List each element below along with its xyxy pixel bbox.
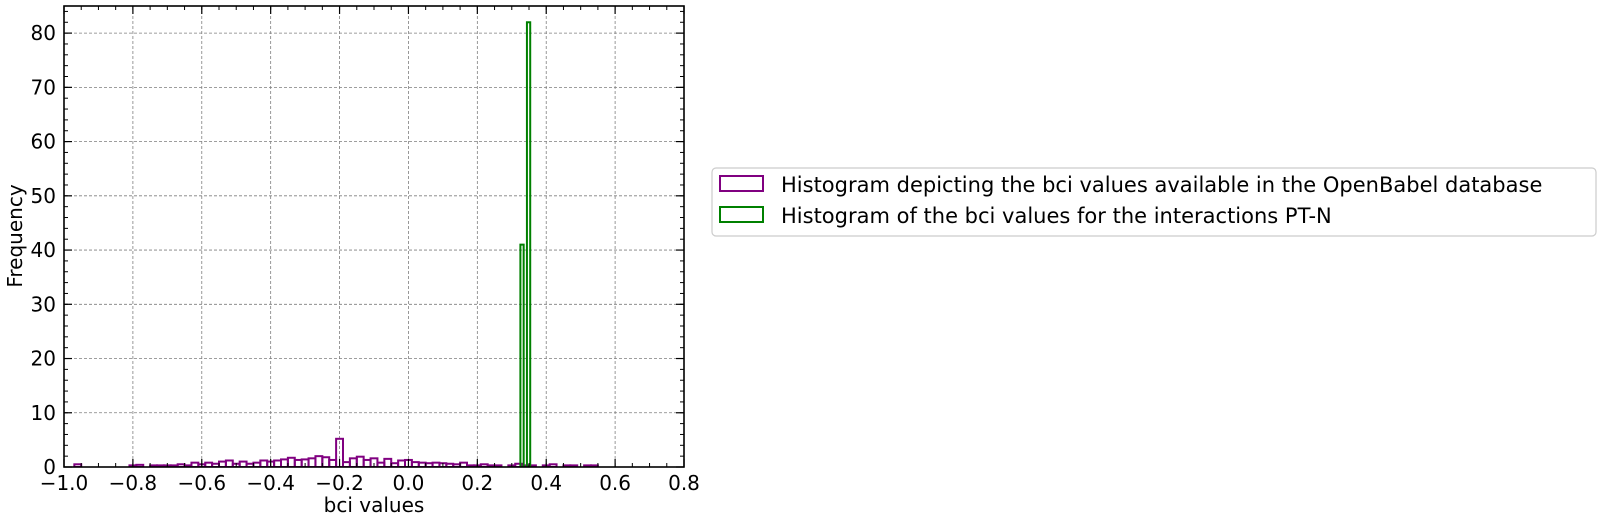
histogram-bar [218, 460, 227, 467]
histogram-bar [328, 458, 338, 467]
y-tick-label: 10 [31, 401, 56, 425]
histogram-bar [135, 463, 145, 467]
x-tick-label: 0.6 [599, 471, 631, 495]
histogram-bar [348, 457, 358, 467]
legend-swatch-pt-n [719, 206, 764, 223]
y-tick-label: 40 [31, 238, 56, 262]
histogram-bar [397, 459, 407, 467]
y-tick-label: 0 [43, 455, 56, 479]
y-tick-label: 30 [31, 292, 56, 316]
y-axis-label: Frequency [3, 184, 27, 287]
y-tick-label: 60 [31, 130, 56, 154]
histogram-bar [273, 459, 283, 467]
histogram-bar [286, 456, 296, 467]
histogram-bar [280, 458, 289, 467]
legend: Histogram depicting the bci values avail… [711, 167, 1597, 237]
x-tick-label: 0.4 [530, 471, 562, 495]
histogram-bar [307, 457, 317, 467]
histogram-bar [224, 459, 234, 467]
legend-label-openbabel: Histogram depicting the bci values avail… [781, 173, 1542, 197]
histogram-bar [362, 458, 372, 467]
x-tick-label: −0.8 [109, 471, 158, 495]
x-tick-label: −0.4 [246, 471, 295, 495]
histogram-bar [314, 455, 324, 467]
x-tick-label: −0.6 [177, 471, 226, 495]
histogram-bar [569, 464, 579, 467]
grid [64, 6, 684, 467]
x-axis-label: bci values [324, 493, 425, 517]
tick-labels: −1.0 −0.8 −0.6 −0.4 −0.2 0.0 0.2 0.4 0.6 0.8 0 10 20… [31, 21, 700, 495]
y-tick-label: 70 [31, 75, 56, 99]
x-tick-label: 0.8 [668, 471, 700, 495]
legend-swatch-openbabel [719, 175, 764, 192]
y-tick-label: 80 [31, 21, 56, 45]
histogram-bar [321, 456, 331, 467]
histogram-bars [73, 21, 599, 467]
histogram-bar [383, 457, 393, 467]
histogram-bar [293, 458, 303, 467]
y-tick-label: 20 [31, 347, 56, 371]
series-1 [519, 21, 532, 467]
histogram-bar [355, 455, 365, 467]
histogram-bar [259, 459, 269, 467]
axis-ticks [63, 6, 685, 468]
plot-frame [63, 5, 685, 468]
histogram-bar [548, 463, 558, 467]
histogram-bar [525, 21, 532, 467]
histogram-bar [238, 460, 248, 467]
x-tick-label: 0.0 [393, 471, 425, 495]
legend-box [711, 167, 1597, 237]
histogram-bar [519, 243, 525, 467]
x-tick-label: −0.2 [315, 471, 364, 495]
x-tick-label: −1.0 [40, 471, 89, 495]
x-tick-label: 0.2 [461, 471, 493, 495]
y-tick-label: 50 [31, 184, 56, 208]
legend-label-pt-n: Histogram of the bci values for the inte… [781, 204, 1332, 228]
series-0 [73, 437, 599, 467]
